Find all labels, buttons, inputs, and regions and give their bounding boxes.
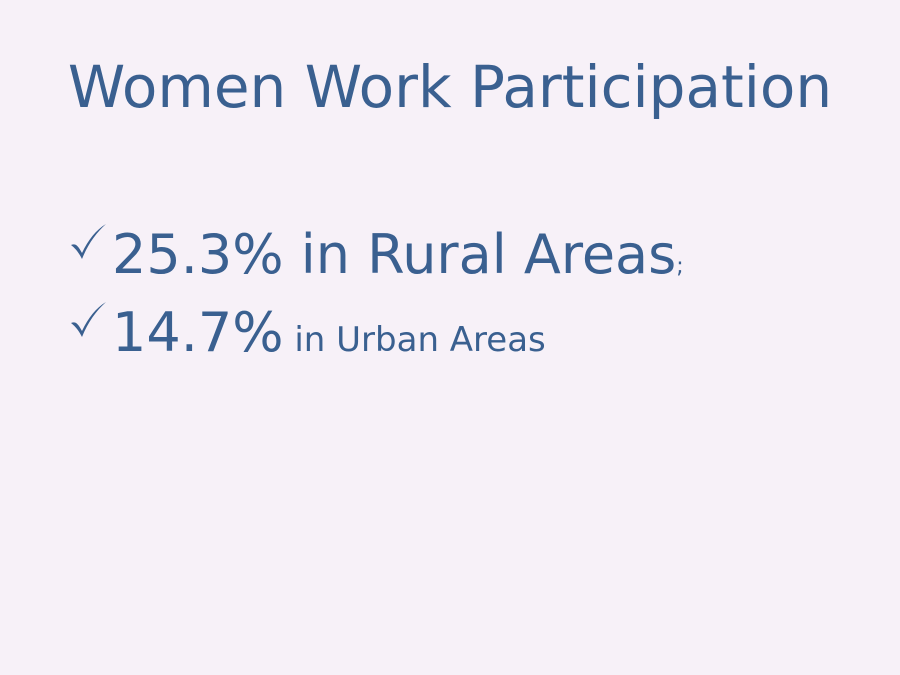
bullet-text: 14.7% in Urban Areas	[112, 300, 546, 379]
bullet-text: 25.3% in Rural Areas;	[112, 222, 684, 301]
checkmark-icon	[68, 300, 108, 340]
urban-label: in Urban Areas	[283, 320, 546, 360]
slide-title: Women Work Participation	[67, 53, 833, 121]
checkmark-icon	[68, 222, 108, 262]
rural-suffix: ;	[676, 254, 684, 279]
rural-stat: 25.3% in Rural Areas	[112, 223, 677, 286]
urban-stat: 14.7%	[112, 301, 284, 364]
